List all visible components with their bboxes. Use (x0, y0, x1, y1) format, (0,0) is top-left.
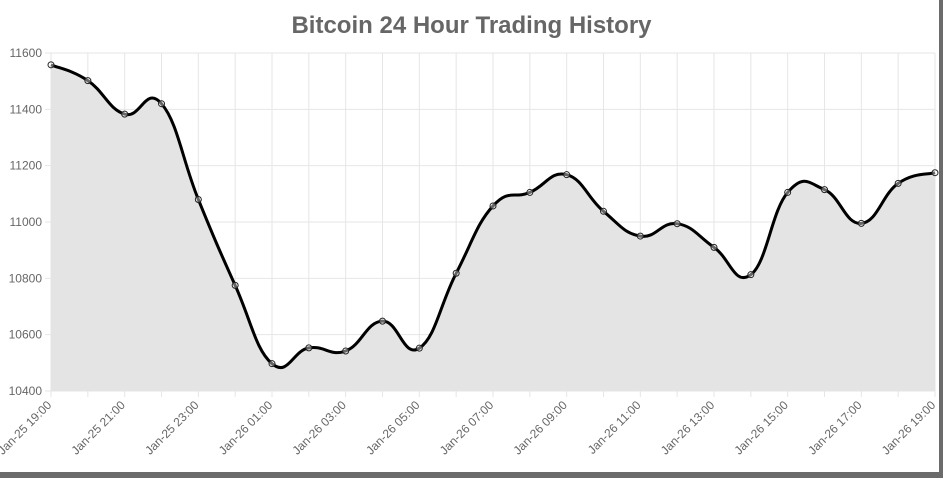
data-point (415, 344, 423, 352)
x-tick-label: Jan-26 05:00 (363, 398, 423, 458)
data-point (747, 271, 755, 279)
data-point (821, 186, 828, 194)
data-points (47, 61, 939, 368)
y-tick-label: 10600 (9, 328, 43, 342)
x-tick-label: Jan-26 17:00 (805, 398, 865, 458)
y-tick-label: 11000 (10, 215, 43, 229)
data-point (636, 232, 644, 240)
data-point (268, 360, 276, 368)
y-tick-label: 10800 (9, 271, 43, 285)
data-point (121, 110, 129, 118)
data-point (231, 281, 239, 289)
y-tick-label: 11400 (10, 102, 43, 116)
data-point (342, 347, 350, 355)
data-point (84, 77, 92, 85)
series-area (51, 64, 935, 391)
data-point (526, 188, 534, 196)
y-tick-label: 11200 (10, 159, 43, 173)
data-point (857, 219, 865, 227)
x-tick-label: Jan-26 11:00 (585, 398, 644, 457)
data-point (600, 207, 607, 215)
x-axis-ticks: Jan-25 19:00 Jan-25 21:00 Jan-25 23:00 Jan-… (0, 398, 939, 458)
data-point (158, 100, 165, 108)
data-point (673, 220, 681, 228)
data-point (379, 317, 386, 325)
x-tick-label: Jan-26 07:00 (437, 398, 497, 458)
y-tick-label: 11600 (10, 46, 43, 60)
x-tick-label: Jan-26 19:00 (879, 398, 939, 458)
area-fill (51, 64, 935, 391)
x-tick-label: Jan-25 19:00 (0, 398, 55, 458)
data-point (563, 171, 571, 179)
x-tick-label: Jan-25 23:00 (142, 398, 202, 458)
data-point (784, 188, 792, 196)
data-point (194, 195, 202, 203)
x-tick-label: Jan-26 09:00 (511, 398, 571, 458)
y-tick-label: 10400 (9, 384, 43, 398)
data-point (894, 179, 902, 187)
data-point (710, 243, 718, 251)
x-tick-label: Jan-25 21:00 (69, 398, 129, 458)
series-line (50, 63, 936, 370)
data-point (931, 169, 939, 177)
chart-title: Bitcoin 24 Hour Trading History (291, 12, 652, 39)
data-point (47, 61, 55, 69)
x-tick-label: Jan-26 13:00 (658, 398, 718, 458)
x-tick-label: Jan-26 03:00 (290, 398, 350, 458)
series-path (50, 63, 936, 370)
x-tick-label: Jan-26 01:00 (216, 398, 276, 458)
y-axis-ticks: 10400 10600 10800 11000 11200 11400 11600 (9, 46, 43, 398)
data-point (489, 202, 497, 210)
data-point (305, 344, 313, 352)
data-point (452, 269, 460, 277)
x-tick-label: Jan-26 15:00 (732, 398, 792, 458)
